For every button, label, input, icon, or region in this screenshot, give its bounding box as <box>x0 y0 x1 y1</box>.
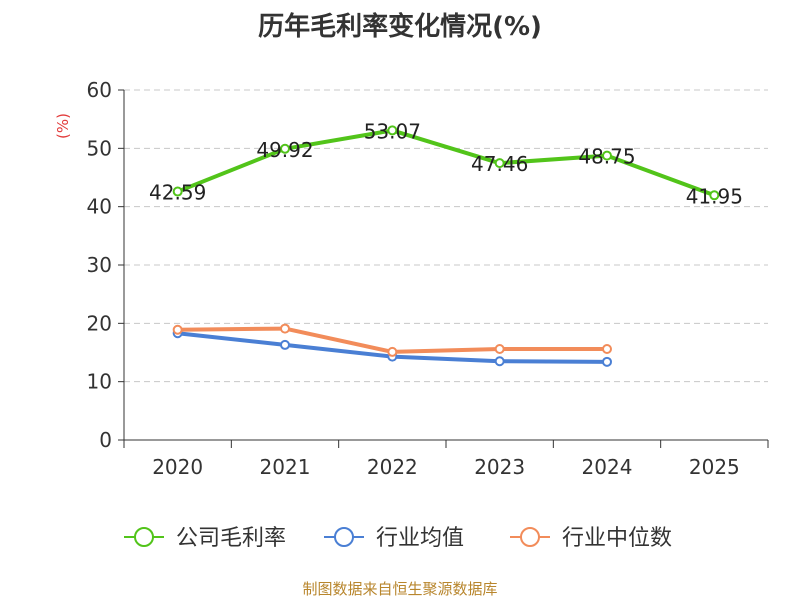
data-point <box>494 344 505 354</box>
x-tick-label: 2025 <box>689 455 740 479</box>
data-point <box>387 125 398 136</box>
x-tick-label: 2021 <box>260 455 311 479</box>
legend-label: 行业中位数 <box>562 526 672 551</box>
data-label: 48.75 <box>578 145 635 169</box>
data-point <box>172 324 183 335</box>
chart-title: 历年毛利率变化情况(%) <box>258 12 542 42</box>
legend-marker <box>334 527 354 547</box>
x-tick-label: 2024 <box>582 455 633 479</box>
y-tick-label: 0 <box>99 428 112 452</box>
y-tick-label: 30 <box>87 253 112 277</box>
data-label: 49.92 <box>256 138 313 162</box>
legend-marker <box>134 527 154 547</box>
x-tick-label: 2023 <box>474 455 525 479</box>
y-tick-label: 20 <box>87 311 112 335</box>
data-label: 47.46 <box>471 152 528 176</box>
y-tick-label: 10 <box>87 370 112 394</box>
data-point <box>280 323 290 334</box>
data-point <box>494 356 505 367</box>
data-label: 42.59 <box>149 181 206 205</box>
data-point <box>602 356 612 367</box>
data-label: 53.07 <box>364 119 421 143</box>
y-axis-label: (%) <box>54 113 72 139</box>
data-source-note: 制图数据来自恒生聚源数据库 <box>302 580 498 598</box>
y-tick-label: 50 <box>87 136 112 160</box>
data-point <box>387 346 398 357</box>
x-tick-label: 2022 <box>367 455 418 479</box>
series-line-1 <box>176 128 716 198</box>
data-point <box>280 143 290 154</box>
data-label: 41.95 <box>686 184 743 208</box>
y-tick-label: 60 <box>87 78 112 102</box>
data-point <box>709 190 720 201</box>
legend-marker <box>520 527 540 547</box>
legend-label: 公司毛利率 <box>176 526 286 551</box>
x-tick-label: 2020 <box>152 455 203 479</box>
data-point <box>280 339 290 350</box>
data-point <box>494 158 505 169</box>
data-point <box>172 186 183 197</box>
data-point <box>602 150 612 161</box>
legend-label: 行业均值 <box>376 526 464 551</box>
y-tick-label: 40 <box>87 195 112 219</box>
data-point <box>602 344 612 354</box>
